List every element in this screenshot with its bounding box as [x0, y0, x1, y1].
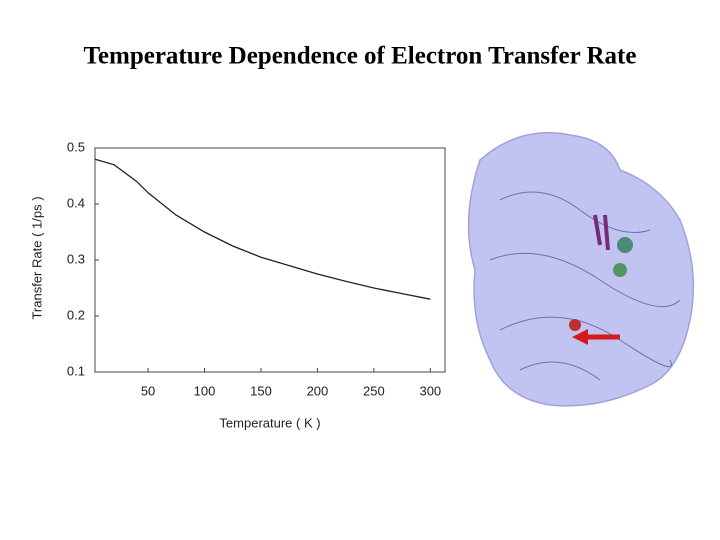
y-tick-label: 0.3: [67, 251, 85, 266]
x-tick-label: 300: [419, 383, 441, 398]
y-axis-label: Transfer Rate ( 1/ps ): [29, 196, 44, 319]
cofactor: [569, 319, 581, 331]
y-tick-label: 0.2: [67, 307, 85, 322]
data-line: [94, 158, 431, 300]
slide-title: Temperature Dependence of Electron Trans…: [84, 43, 637, 70]
cofactor: [613, 263, 627, 277]
x-tick-label: 250: [363, 383, 385, 398]
y-tick-label: 0.5: [67, 139, 85, 154]
arrow-head: [572, 329, 588, 345]
protein-backbone: [489, 191, 681, 381]
y-tick-label: 0.4: [67, 195, 85, 210]
protein-image: [467, 132, 695, 407]
y-tick-label: 0.1: [67, 363, 85, 378]
cofactor: [617, 237, 633, 253]
cofactor: [593, 214, 610, 251]
x-axis-label: Temperature ( K ): [219, 415, 320, 430]
x-tick-label: 100: [194, 383, 216, 398]
protein-surface: [467, 132, 695, 407]
x-tick-label: 150: [250, 383, 272, 398]
x-tick-label: 50: [141, 383, 155, 398]
x-tick-label: 200: [307, 383, 329, 398]
